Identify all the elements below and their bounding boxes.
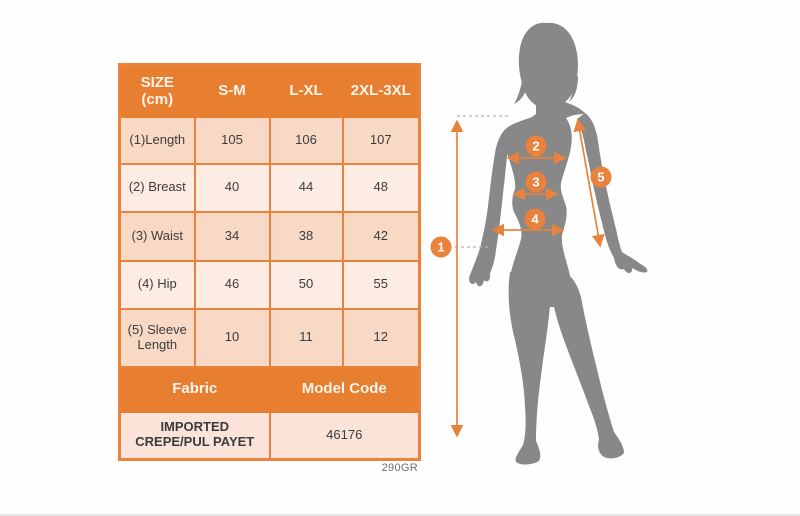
female-silhouette	[469, 22, 648, 465]
marker-2-circle	[525, 135, 547, 157]
value-cell: 38	[268, 210, 344, 262]
value-cell: 107	[341, 115, 421, 165]
value-cell: 10	[193, 307, 271, 368]
value-cell: 48	[341, 162, 421, 213]
value-cell: 12	[341, 307, 421, 368]
table-row-sleeve-length: (5) Sleeve Length 10 11 12	[118, 307, 421, 368]
table-row-waist: (3) Waist 34 38 42	[118, 210, 421, 262]
row-label: (2) Breast	[118, 162, 196, 213]
row-label: (1)Length	[118, 115, 196, 165]
marker-5-circle	[590, 166, 612, 188]
corner-header-line1: SIZE	[140, 73, 174, 91]
row-label: (3) Waist	[118, 210, 196, 262]
value-cell: 106	[268, 115, 344, 165]
silhouette-left-arm	[469, 127, 509, 287]
table-footer-value-row: IMPORTED CREPE/PUL PAYET 46176	[118, 410, 421, 461]
marker-3-circle	[525, 171, 547, 193]
marker-2-number: 2	[532, 139, 539, 154]
marker-1-circle	[430, 236, 452, 258]
value-cell: 11	[268, 307, 344, 368]
value-cell: 105	[193, 115, 271, 165]
weight-note: 290GR	[381, 462, 418, 474]
value-cell: 42	[341, 210, 421, 262]
silhouette-hair	[518, 22, 578, 109]
silhouette-hair-strand-right	[569, 70, 578, 102]
model-code-header-cell: Model Code	[268, 365, 421, 413]
fabric-header-cell: Fabric	[118, 365, 271, 413]
table-footer-header-row: Fabric Model Code	[118, 365, 421, 413]
model-code-value-cell: 46176	[268, 410, 421, 461]
sleeve-arrow	[573, 118, 605, 248]
silhouette-right-arm	[577, 113, 648, 274]
corner-header-cell: SIZE (cm)	[118, 63, 196, 118]
marker-3-number: 3	[532, 175, 539, 190]
value-cell: 44	[268, 162, 344, 213]
column-header-lxl: L-XL	[268, 63, 344, 118]
marker-4-circle	[524, 208, 546, 230]
value-cell: 46	[193, 259, 271, 310]
measurement-marker-1: 1	[430, 236, 452, 258]
row-label: (4) Hip	[118, 259, 196, 310]
value-cell: 55	[341, 259, 421, 310]
silhouette-hair-strand-left	[514, 70, 528, 104]
column-header-sm: S-M	[193, 63, 271, 118]
silhouette-right-leg	[549, 273, 624, 459]
table-header-row: SIZE (cm) S-M L-XL 2XL-3XL	[118, 63, 421, 118]
bottom-divider	[0, 514, 800, 516]
table-row-breast: (2) Breast 40 44 48	[118, 162, 421, 213]
row-label: (5) Sleeve Length	[118, 307, 196, 368]
corner-header-line2: (cm)	[141, 90, 174, 108]
table-row-hip: (4) Hip 46 50 55	[118, 259, 421, 310]
measurement-diagram: 1 2 3 4 5	[430, 22, 648, 465]
marker-5-number: 5	[597, 170, 604, 185]
column-header-2xl3xl: 2XL-3XL	[341, 63, 421, 118]
value-cell: 40	[193, 162, 271, 213]
value-cell: 34	[193, 210, 271, 262]
table-row-length: (1)Length 105 106 107	[118, 115, 421, 165]
fabric-value-cell: IMPORTED CREPE/PUL PAYET	[118, 410, 271, 461]
measurement-marker-2: 2	[525, 135, 547, 157]
measurement-marker-3: 3	[525, 171, 547, 193]
measurement-marker-4: 4	[524, 208, 546, 230]
marker-1-number: 1	[437, 240, 444, 255]
marker-4-number: 4	[531, 212, 539, 227]
measurement-marker-5: 5	[590, 166, 612, 188]
size-chart-table: SIZE (cm) S-M L-XL 2XL-3XL (1)Length 105…	[118, 63, 421, 461]
silhouette-left-leg	[508, 272, 551, 465]
value-cell: 50	[268, 259, 344, 310]
